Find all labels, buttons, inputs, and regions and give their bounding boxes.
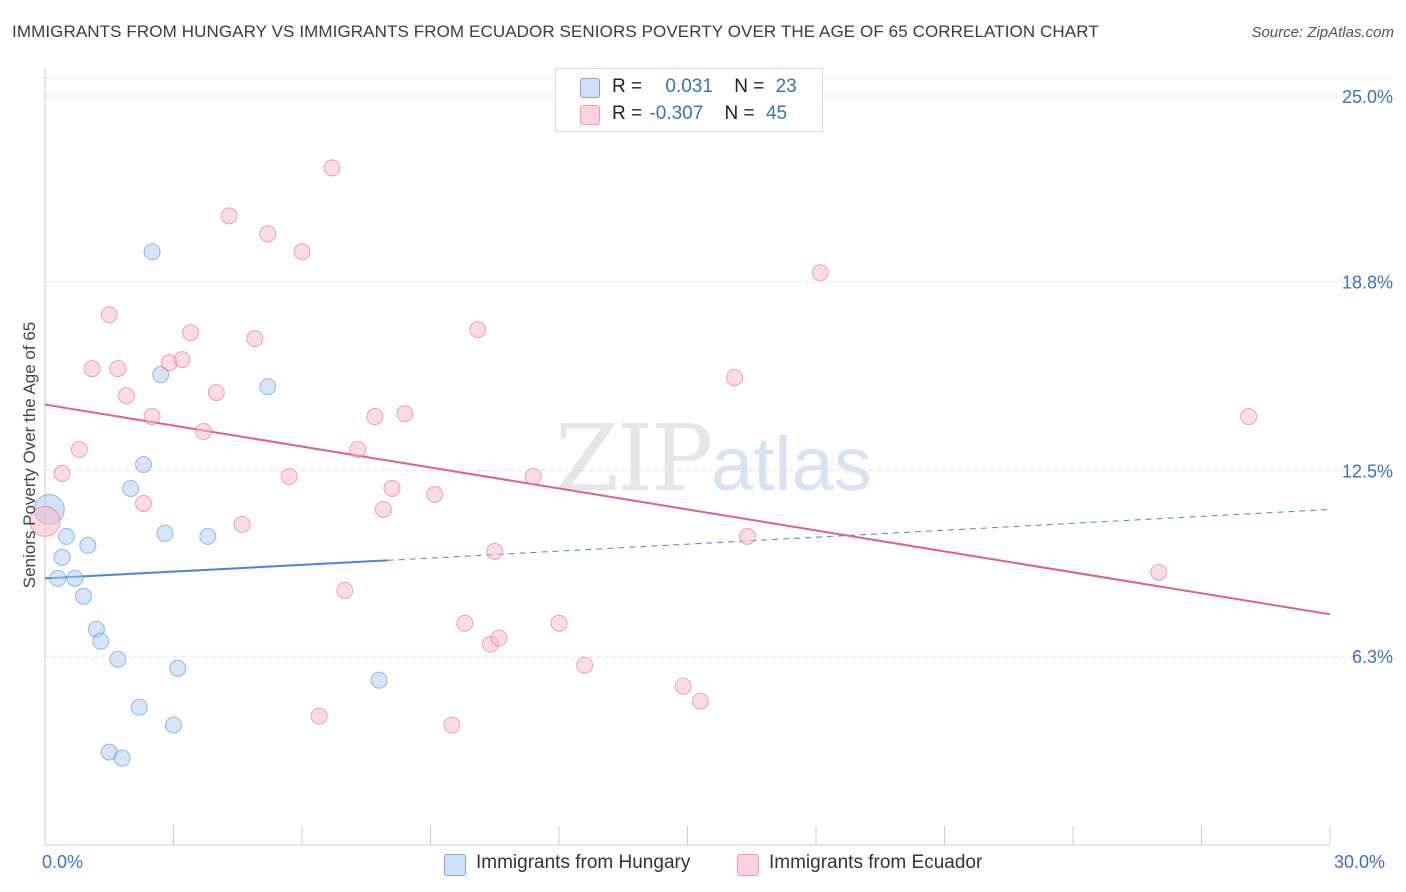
data-point-hungary [57,527,75,545]
legend-r-value: 0.031 [665,76,713,97]
data-point-hungary [109,650,127,668]
data-point-hungary [370,671,388,689]
data-point-ecuador [1240,408,1258,426]
trend-line-hungary-extension [387,508,1331,561]
data-point-ecuador [100,306,118,324]
chart-title: IMMIGRANTS FROM HUNGARY VS IMMIGRANTS FR… [12,22,1099,41]
y-tick-label: 25.0% [1342,87,1393,107]
legend-r-value: -0.307 [649,103,704,124]
legend-n-label: N = [724,103,755,124]
legend-swatch-hungary [444,854,466,876]
data-point-hungary [259,378,277,396]
legend-n-value: 23 [775,76,797,97]
data-point-ecuador [374,500,392,518]
data-point-ecuador [143,408,161,426]
data-point-ecuador [259,225,277,243]
data-point-hungary [169,659,187,677]
data-point-hungary [152,366,170,384]
data-point-ecuador [490,629,508,647]
legend-n-label: N = [734,76,765,97]
data-point-hungary [79,536,97,554]
data-point-ecuador [53,464,71,482]
data-point-ecuador [396,405,414,423]
data-point-ecuador [194,423,212,441]
data-point-hungary [66,569,84,587]
legend-swatch-hungary [580,78,600,98]
legend-n-value: 45 [765,103,788,124]
data-point-ecuador [469,321,487,339]
trend-line-hungary [44,559,388,580]
legend-swatch-ecuador [580,105,600,125]
legend-r-label: R = [612,103,643,124]
data-point-ecuador [293,243,311,261]
data-point-hungary [49,569,67,587]
legend-swatch-ecuador [737,854,759,876]
data-point-ecuador [207,384,225,402]
data-point-ecuador [336,581,354,599]
correlation-legend: R = 0.031 N = 23 R = -0.307 N = 45 [555,68,823,132]
data-point-hungary [143,243,161,261]
y-tick-label: 6.3% [1352,647,1393,667]
data-point-ecuador [280,467,298,485]
watermark-zip: ZIP [555,405,713,512]
data-point-hungary [113,749,131,767]
data-point-ecuador [691,692,709,710]
data-point-ecuador [83,360,101,378]
data-point-hungary [53,548,71,566]
data-point-ecuador [70,441,88,459]
x-tick-label-max: 30.0% [1334,852,1386,872]
data-point-ecuador [29,505,61,537]
data-point-ecuador [443,716,461,734]
data-point-ecuador [173,351,191,369]
data-point-ecuador [182,324,200,342]
data-point-ecuador [366,408,384,426]
data-point-ecuador [811,264,829,282]
y-tick-label: 12.5% [1342,461,1393,481]
y-axis-title: Seniors Poverty Over the Age of 65 [20,321,39,589]
data-point-ecuador [456,614,474,632]
data-point-hungary [165,716,182,734]
data-point-ecuador [486,542,504,560]
data-point-hungary [122,479,140,497]
data-point-ecuador [383,479,401,497]
data-point-hungary [75,587,93,605]
data-point-hungary [135,455,153,473]
data-point-ecuador [550,614,568,632]
data-point-ecuador [220,207,238,225]
source-label: Source: ZipAtlas.com [1251,24,1394,41]
data-point-ecuador [349,441,367,459]
x-tick-label-min: 0.0% [42,852,84,872]
data-point-hungary [199,527,217,545]
watermark: ZIPatlas [555,405,872,512]
data-point-ecuador [323,159,341,177]
trend-line-ecuador [44,403,1331,616]
data-point-ecuador [1150,563,1168,581]
watermark-atlas: atlas [711,422,872,507]
data-point-hungary [92,632,110,650]
legend-r-label: R = [612,76,643,97]
data-point-ecuador [135,494,153,512]
legend-label-hungary: Immigrants from Hungary [476,852,691,873]
legend-label-ecuador: Immigrants from Ecuador [769,852,983,873]
data-point-ecuador [738,527,756,545]
data-point-ecuador [233,515,251,533]
data-point-ecuador [426,485,444,503]
data-point-ecuador [524,467,542,485]
data-point-ecuador [576,656,594,674]
data-point-ecuador [310,707,328,725]
y-tick-label: 18.8% [1342,273,1393,293]
data-point-ecuador [674,677,692,695]
data-point-ecuador [109,360,127,378]
data-point-ecuador [246,330,264,348]
data-point-hungary [156,524,174,542]
data-point-ecuador [117,387,135,405]
data-point-hungary [130,698,148,716]
data-point-ecuador [726,369,744,387]
